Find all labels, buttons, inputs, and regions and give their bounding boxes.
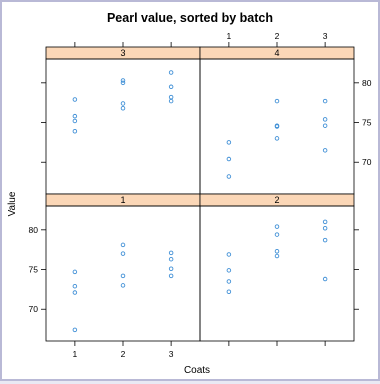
y-tick-label: 70 <box>29 304 39 314</box>
data-point <box>72 129 78 134</box>
data-point <box>168 273 174 279</box>
data-point <box>322 225 328 231</box>
data-point <box>226 289 232 295</box>
lattice-chart: Pearl value, sorted by batch Coats Value… <box>7 11 372 376</box>
x-axis-label: Coats <box>184 365 210 376</box>
data-point <box>226 140 232 145</box>
data-point <box>168 98 174 104</box>
data-point <box>322 148 328 153</box>
panel-strip-label: 3 <box>120 48 125 58</box>
panel-frame <box>45 205 201 342</box>
data-point <box>274 136 280 141</box>
data-point <box>168 94 174 100</box>
data-point <box>120 101 126 106</box>
data-point <box>72 290 78 295</box>
data-point <box>72 118 78 124</box>
data-point <box>226 252 232 257</box>
data-point <box>274 124 280 129</box>
data-point <box>322 237 328 243</box>
data-point <box>120 242 126 248</box>
data-point <box>72 283 78 289</box>
data-point <box>72 327 78 333</box>
chart-title: Pearl value, sorted by batch <box>107 11 273 25</box>
x-tick-label: 3 <box>169 349 174 359</box>
data-point <box>322 98 328 104</box>
panel-frame <box>45 58 201 195</box>
data-point <box>120 78 126 83</box>
data-point <box>274 249 280 254</box>
data-point <box>322 219 328 225</box>
data-point <box>168 266 174 271</box>
data-point <box>120 80 126 86</box>
panel-frame <box>199 205 355 342</box>
y-tick-label: 70 <box>362 157 372 167</box>
y-tick-label: 75 <box>29 265 39 275</box>
panel-strip-label: 2 <box>274 195 279 205</box>
data-point <box>322 123 328 128</box>
data-point <box>274 253 280 259</box>
panel-strip-label: 4 <box>274 48 279 58</box>
y-tick-label: 80 <box>362 78 372 88</box>
y-axis-label: Value <box>7 191 18 216</box>
data-point <box>274 98 280 104</box>
data-point <box>72 269 78 275</box>
data-point <box>168 256 174 262</box>
x-tick-label: 1 <box>227 31 232 41</box>
x-tick-label: 3 <box>323 31 328 41</box>
data-point <box>168 250 174 256</box>
panel-frame <box>199 58 355 195</box>
data-point <box>274 232 280 237</box>
data-point <box>322 117 328 122</box>
data-point <box>226 268 232 273</box>
x-tick-label: 2 <box>275 31 280 41</box>
data-point <box>226 279 232 284</box>
data-point <box>120 273 126 279</box>
data-point <box>322 276 328 282</box>
data-point <box>168 70 174 75</box>
x-tick-label: 1 <box>73 349 78 359</box>
data-point <box>72 113 78 119</box>
data-point <box>120 283 126 288</box>
data-point <box>226 156 232 162</box>
panel-strip-label: 1 <box>120 195 125 205</box>
data-point <box>120 251 126 256</box>
data-point <box>72 97 78 102</box>
data-point <box>168 84 174 90</box>
data-point <box>226 174 232 179</box>
y-tick-label: 80 <box>29 225 39 235</box>
y-tick-label: 75 <box>362 118 372 128</box>
data-point <box>274 224 280 229</box>
data-point <box>120 105 126 111</box>
x-tick-label: 2 <box>121 349 126 359</box>
